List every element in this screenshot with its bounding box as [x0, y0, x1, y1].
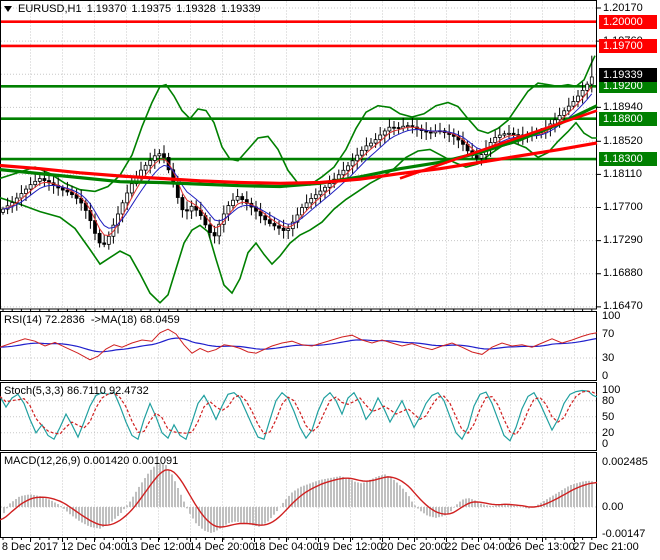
- price-tick-label: 1.17290: [603, 234, 643, 247]
- price-level-box[interactable]: 1.20000: [599, 14, 657, 29]
- indicator-scale-label: 0.002485: [602, 456, 648, 469]
- axis-ticks: [2, 7, 601, 542]
- rsi-ma-line: [0, 337, 597, 353]
- indicator-scale-label: 0: [602, 370, 609, 382]
- ma-slow-green: [0, 104, 598, 189]
- candlesticks: [1, 55, 594, 250]
- price-level-box[interactable]: 1.19700: [599, 38, 657, 53]
- indicator-scale-label: 50: [602, 410, 615, 423]
- indicator-scale-label: 20: [602, 426, 615, 439]
- indicator-scale-label: 30: [602, 352, 615, 364]
- x-axis-label: 19 Dec 12:00: [317, 541, 383, 553]
- chart-dropdown-icon[interactable]: [4, 6, 12, 12]
- indicator-scale-label: 0: [602, 437, 609, 450]
- indicator-scale-label: 0.00: [602, 501, 624, 513]
- price-level-box[interactable]: 1.18300: [599, 152, 657, 167]
- stochastic-indicator-label: Stoch(5,3,3) 86.7110 92.4732: [4, 385, 149, 397]
- support-lines: [1, 85, 596, 161]
- ohlc-close: 1.19339: [220, 3, 261, 15]
- bollinger-upper-band: [0, 55, 596, 193]
- x-axis-label: 26 Dec 13:00: [509, 541, 575, 553]
- price-tick-label: 1.18520: [603, 134, 643, 147]
- x-axis-label: 22 Dec 04:00: [445, 541, 511, 553]
- x-axis-label: 12 Dec 04:00: [61, 541, 127, 553]
- price-level-box[interactable]: 1.19200: [599, 79, 657, 94]
- price-level-box[interactable]: 1.18800: [599, 111, 657, 126]
- indicator-scale-label: 70: [602, 328, 615, 340]
- rsi-indicator-label: RSI(14) 72.2836 ->MA(18) 68.0459: [4, 314, 180, 326]
- x-axis-label: 20 Dec 20:00: [381, 541, 447, 553]
- chart-header: EURUSD,H1 1.19370 1.19375 1.19328 1.1933…: [4, 2, 266, 16]
- indicator-scale-label: -0.00147: [602, 527, 646, 540]
- price-tick-label: 1.17700: [603, 201, 643, 213]
- price-tick-label: 1.18110: [603, 167, 642, 180]
- price-tick-label: 1.20170: [603, 1, 643, 14]
- indicator-scale-label: 80: [602, 394, 615, 407]
- ohlc-high: 1.19375: [131, 3, 172, 15]
- x-axis-label: 13 Dec 12:00: [125, 541, 191, 553]
- price-tick-label: 1.16880: [603, 267, 643, 280]
- current-price-box: 1.19339: [599, 68, 657, 83]
- ohlc-open: 1.19370: [86, 3, 127, 15]
- indicator-scale-label: 100: [602, 310, 621, 322]
- price-tick-label: 1.16470: [603, 300, 643, 313]
- stoch-k-line: [0, 389, 598, 442]
- x-axis-label: 27 Dec 21:00: [573, 541, 639, 553]
- ma-slow-red: [0, 141, 598, 185]
- ohlc-low: 1.19328: [176, 3, 216, 15]
- indicator-scale-label: 100: [602, 384, 621, 396]
- symbol-period-label: EURUSD,H1: [18, 3, 82, 15]
- x-axis-label: 8 Dec 2017: [1, 541, 59, 553]
- price-tick-label: 1.18940: [603, 100, 643, 113]
- macd-signal-line: [0, 469, 598, 528]
- resistance-lines: [1, 20, 596, 48]
- trendline-red: [399, 109, 598, 180]
- x-axis-label: 14 Dec 20:00: [189, 541, 255, 553]
- rsi-line: [0, 328, 598, 361]
- macd-indicator-label: MACD(12,26,9) 0.001420 0.001091: [4, 455, 179, 467]
- stoch-d-line: [0, 390, 598, 436]
- x-axis-label: 18 Dec 04:00: [253, 541, 319, 553]
